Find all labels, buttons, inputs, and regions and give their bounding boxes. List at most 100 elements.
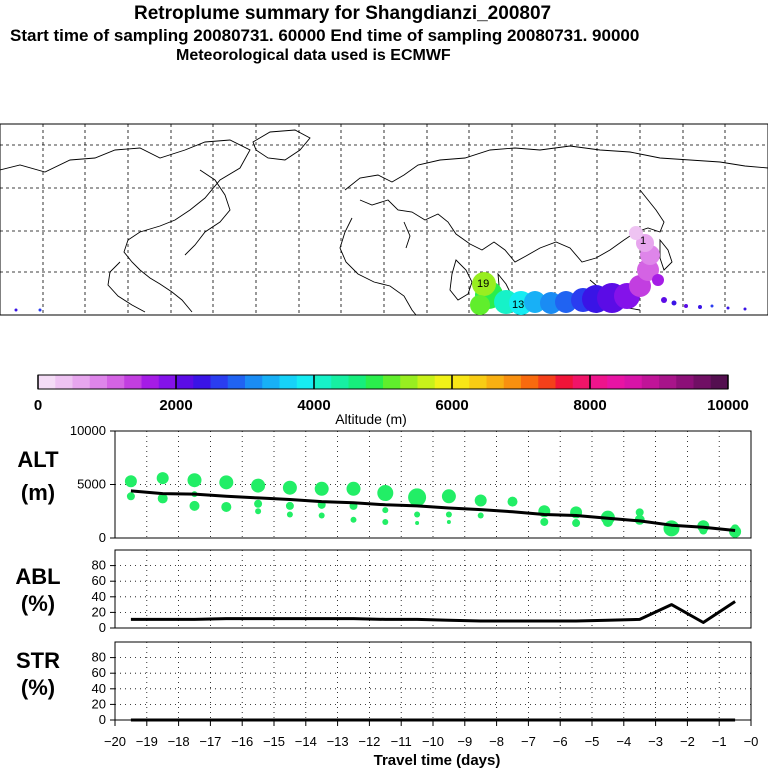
altitude-point: [124, 475, 137, 488]
altitude-point: [540, 517, 549, 526]
x-tick-label: −18: [168, 734, 190, 749]
plume-cluster: [671, 300, 677, 306]
x-tick-label: −20: [104, 734, 126, 749]
colorbar-swatch: [624, 375, 643, 389]
y-tick-label: 80: [92, 558, 106, 573]
x-tick-label: −13: [327, 734, 349, 749]
colorbar-swatch: [331, 375, 349, 389]
x-axis-label: Travel time (days): [374, 752, 501, 768]
altitude-point: [445, 511, 452, 518]
altitude-point: [507, 496, 518, 507]
altitude-point: [446, 519, 451, 524]
colorbar-swatch: [503, 375, 522, 389]
y-tick-label: 80: [92, 650, 106, 665]
y-tick-label: 0: [99, 712, 106, 727]
plume-cluster: [637, 259, 659, 281]
plume-cluster: [14, 308, 18, 312]
plume-cluster: [524, 291, 546, 313]
map-day-label: 1: [640, 235, 646, 247]
altitude-point: [346, 481, 361, 496]
x-tick-label: −6: [553, 734, 568, 749]
colorbar-tick-label: 8000: [573, 397, 606, 414]
colorbar-label: Altitude (m): [335, 411, 407, 427]
colorbar-tick-label: 10000: [707, 397, 749, 414]
y-tick-label: 60: [92, 665, 106, 680]
colorbar-swatch: [572, 375, 591, 389]
colorbar-swatch: [555, 375, 574, 389]
colorbar-swatch: [486, 375, 505, 389]
altitude-point: [474, 494, 487, 507]
panel-alt: 10000 5000 0 ALT (m): [17, 423, 752, 545]
colorbar-swatch: [469, 375, 487, 389]
x-tick-label: −2: [680, 734, 695, 749]
y-tick-label: 0: [99, 530, 106, 545]
altitude-point: [314, 481, 329, 496]
colorbar-swatch: [538, 375, 556, 389]
colorbar-swatch: [365, 375, 384, 389]
colorbar-tick-label: 6000: [435, 397, 468, 414]
x-tick-label: −0: [744, 734, 759, 749]
altitude-point: [254, 499, 263, 508]
colorbar: 0 2000 4000 6000 8000 10000 Altitude (m): [34, 374, 749, 427]
x-tick-label: −19: [136, 734, 158, 749]
plume-cluster: [472, 272, 496, 296]
altitude-point: [350, 516, 357, 523]
y-tick-label: 5000: [77, 477, 106, 492]
altitude-point: [282, 480, 297, 495]
altitude-point: [219, 475, 234, 490]
altitude-point: [221, 501, 232, 512]
colorbar-swatch: [383, 375, 401, 389]
colorbar-swatch: [210, 375, 229, 389]
colorbar-swatch: [417, 375, 436, 389]
x-tick-label: −7: [521, 734, 536, 749]
plume-cluster: [698, 305, 702, 309]
panel-frame: [114, 549, 752, 629]
colorbar-swatch: [107, 375, 125, 389]
plume-cluster: [743, 307, 747, 311]
colorbar-swatch: [72, 375, 91, 389]
colorbar-swatch: [607, 375, 625, 389]
plume-cluster: [710, 304, 714, 308]
x-tick-label: −11: [391, 734, 412, 749]
map-day-label: 13: [512, 299, 524, 311]
altitude-point: [572, 519, 581, 528]
altitude-point: [414, 511, 421, 518]
colorbar-tick-label: 0: [34, 397, 42, 414]
plume-cluster: [636, 234, 654, 252]
altitude-point: [285, 501, 294, 510]
y-tick-label: 20: [92, 604, 106, 619]
colorbar-swatch: [314, 375, 332, 389]
y-axis-label: (m): [21, 480, 55, 505]
panel-frame: [114, 641, 752, 721]
plume-cluster: [38, 308, 42, 312]
colorbar-swatch: [590, 375, 608, 389]
colorbar-swatch: [710, 375, 729, 389]
plume-cluster: [470, 295, 490, 315]
altitude-point: [126, 492, 135, 501]
plume-cluster: [726, 306, 730, 310]
series-line-alt: [130, 489, 736, 532]
y-tick-label: 40: [92, 589, 106, 604]
colorbar-swatch: [659, 375, 677, 389]
map-day-label: 19: [477, 278, 489, 290]
colorbar-swatch: [521, 375, 539, 389]
met-data-line: Meteorological data used is ECMWF: [176, 47, 451, 64]
colorbar-tick-label: 2000: [159, 397, 192, 414]
y-tick-label: 0: [99, 620, 106, 635]
y-axis-label: STR: [16, 648, 60, 673]
y-axis-label: (%): [21, 591, 55, 616]
colorbar-swatch: [279, 375, 298, 389]
y-axis-label: ALT: [17, 447, 59, 472]
colorbar-swatch: [245, 375, 263, 389]
x-tick-label: −14: [295, 734, 317, 749]
plume-cluster: [684, 304, 688, 308]
altitude-point: [382, 507, 389, 514]
y-axis-label: (%): [21, 675, 55, 700]
altitude-point: [189, 500, 200, 511]
y-tick-label: 40: [92, 681, 106, 696]
altitude-point: [255, 508, 262, 515]
altitude-point: [251, 478, 266, 493]
x-axis: −20 −19 −18 −17 −16 −15 −14 −13 −12 −11 −10 −9 −8 −7 −…: [104, 720, 758, 749]
